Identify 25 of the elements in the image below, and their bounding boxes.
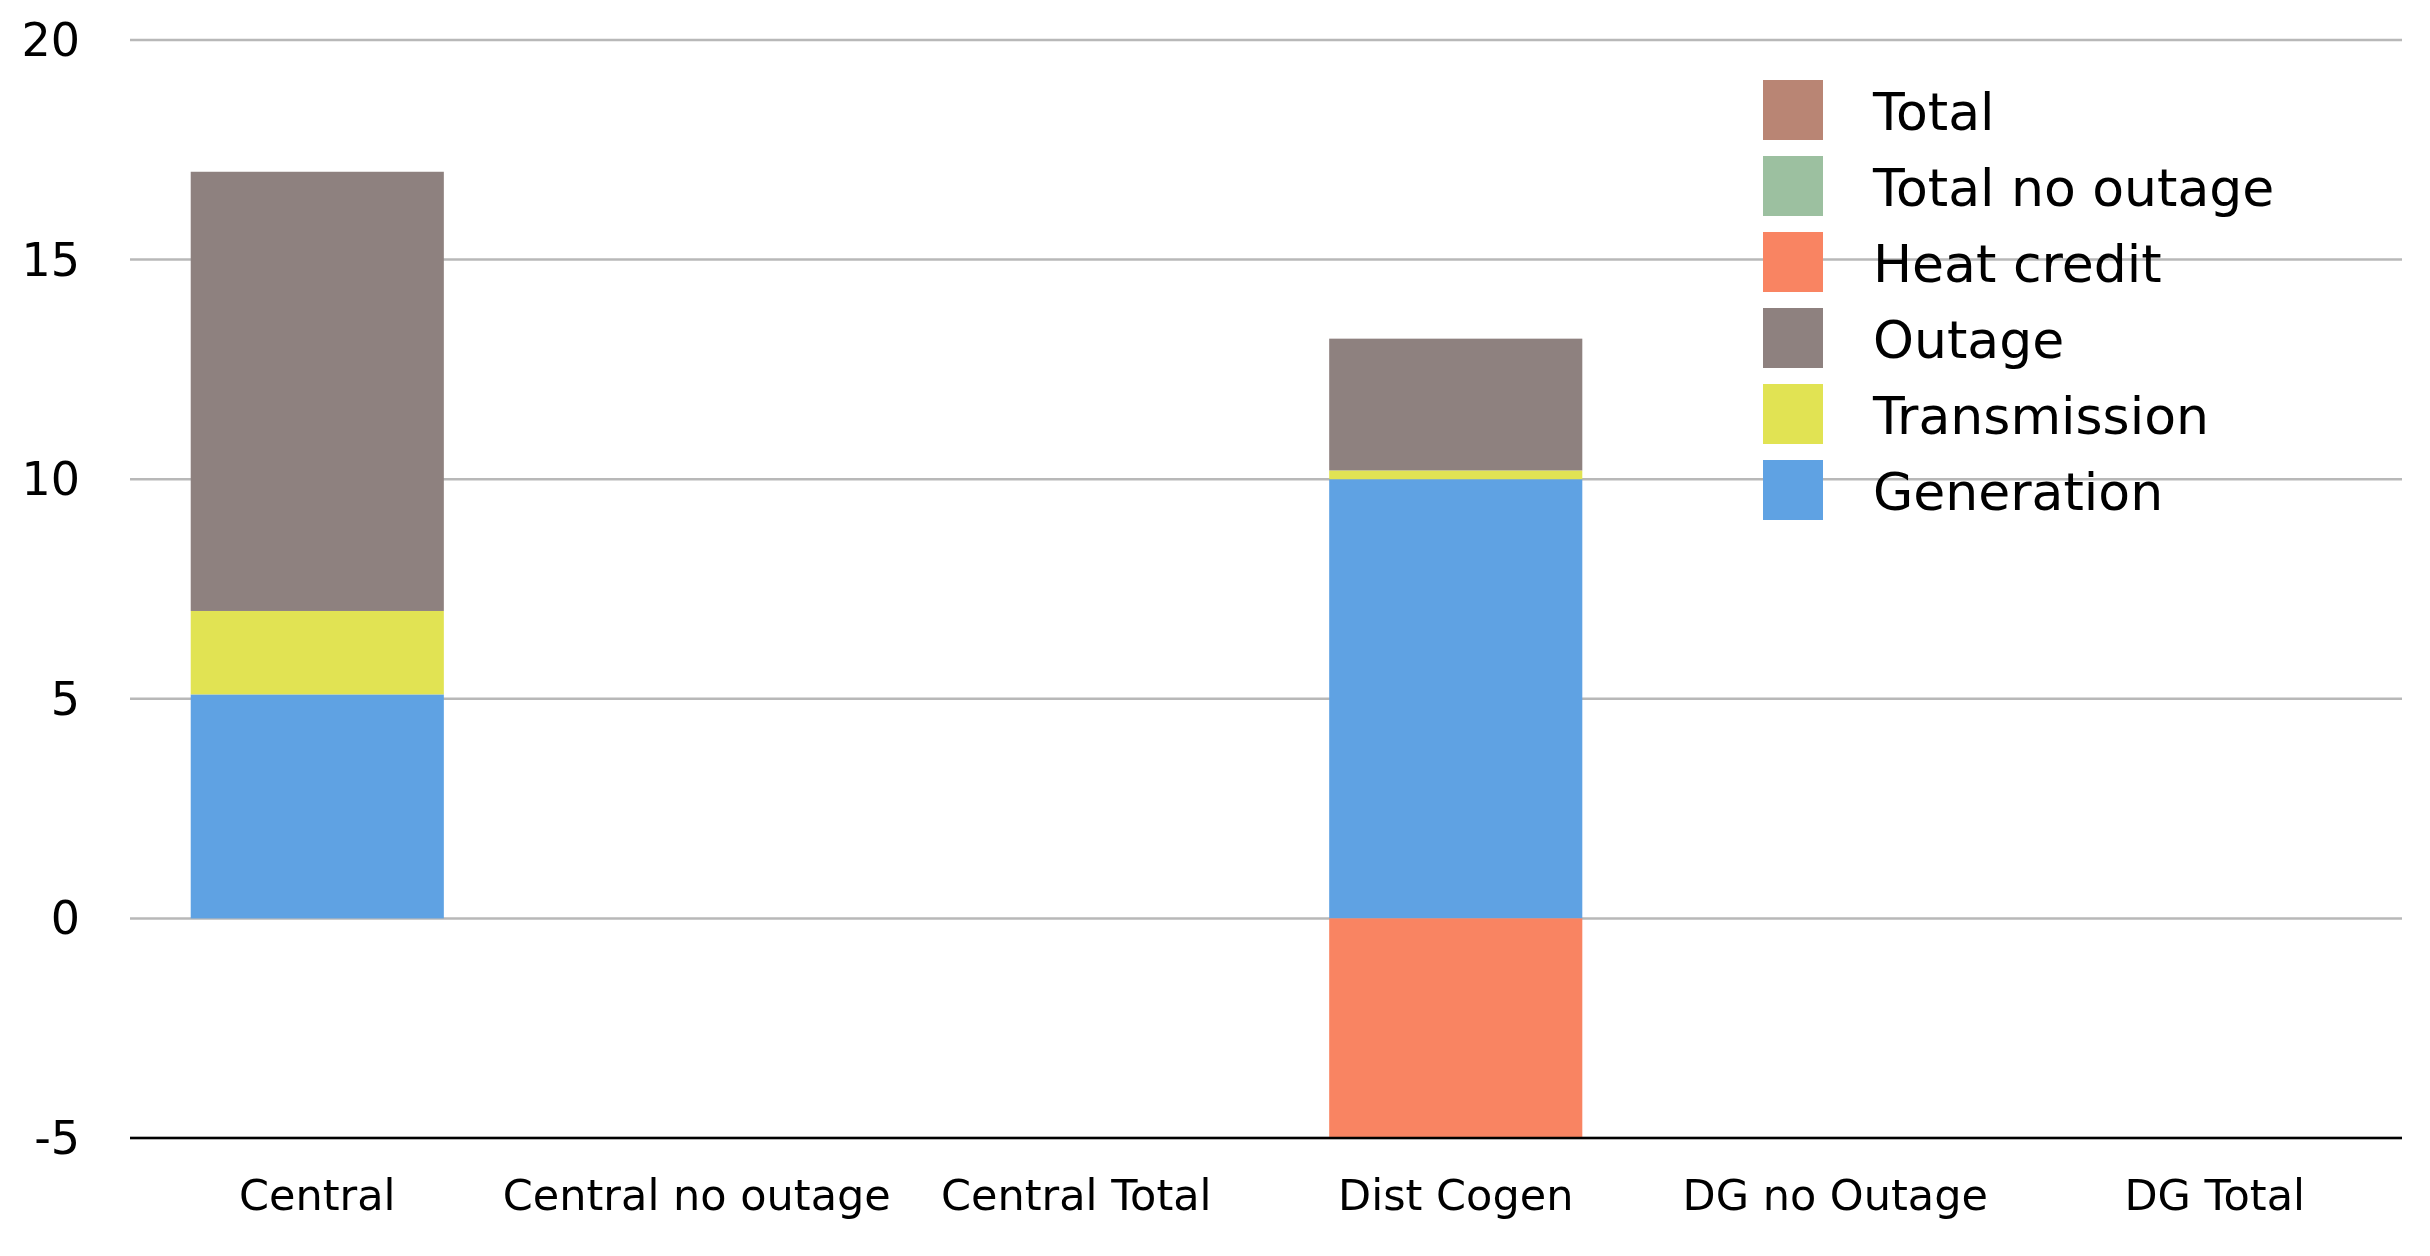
x-tick-label: DG Total	[2124, 1170, 2305, 1220]
y-tick-label: 10	[21, 452, 80, 507]
y-tick-label: 15	[21, 232, 80, 287]
y-tick-label: 20	[21, 13, 80, 67]
bar	[190, 171, 444, 611]
bar	[1329, 918, 1583, 1138]
x-tick-label: Dist Cogen	[1338, 1170, 1574, 1220]
legend-label: Total no outage	[1872, 158, 2275, 218]
y-tick-label: 5	[50, 671, 80, 726]
y-tick-label: 0	[50, 891, 80, 946]
legend-label: Outage	[1873, 310, 2065, 370]
bar	[190, 694, 444, 919]
legend-label: Transmission	[1872, 386, 2209, 446]
x-tick-label: Central	[238, 1170, 396, 1220]
bar	[1329, 479, 1583, 919]
bar	[1329, 338, 1583, 471]
bar	[1329, 470, 1583, 480]
legend-label: Generation	[1873, 462, 2164, 522]
y-tick-label: -5	[34, 1111, 80, 1165]
legend-label: Total	[1872, 82, 1995, 142]
legend-label: Heat credit	[1873, 234, 2162, 294]
x-tick-label: DG no Outage	[1682, 1170, 1988, 1220]
bar	[190, 610, 444, 695]
x-tick-label: Central Total	[940, 1170, 1212, 1220]
x-tick-label: Central no outage	[502, 1170, 891, 1220]
